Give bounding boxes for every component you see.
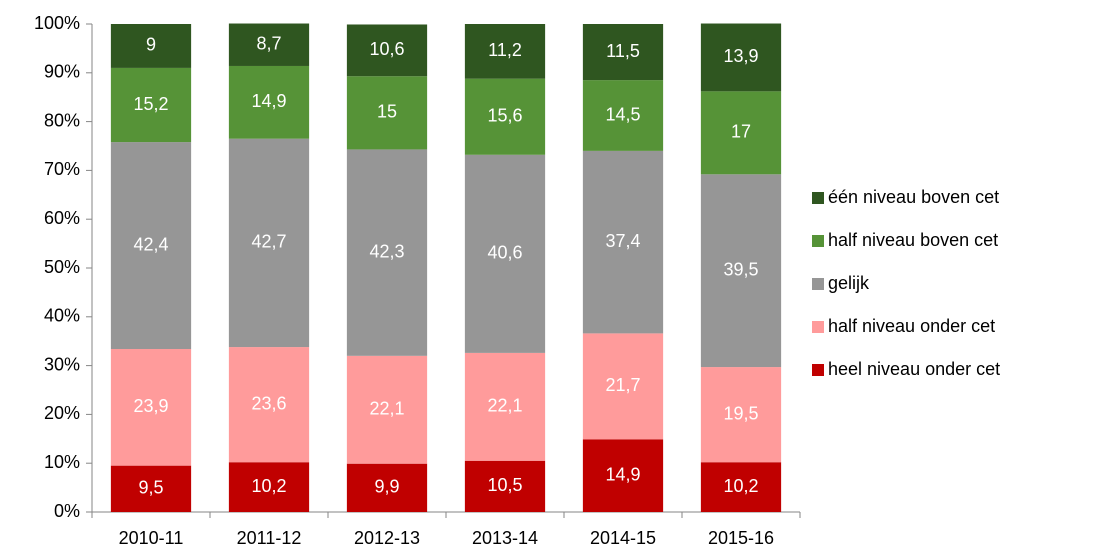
bar-segment (228, 138, 310, 348)
bar-segment (582, 333, 664, 440)
y-tick-label: 100% (34, 13, 80, 33)
legend-swatch (812, 364, 824, 376)
data-label: 42,7 (251, 232, 286, 252)
bar-segment (110, 349, 192, 466)
x-tick-label: 2014-15 (590, 528, 656, 548)
bar-segment (110, 465, 192, 512)
data-label: 10,2 (723, 476, 758, 496)
legend-swatch (812, 278, 824, 290)
data-label: 10,2 (251, 476, 286, 496)
bar-segment (464, 24, 546, 79)
data-label: 14,9 (251, 91, 286, 111)
data-label: 8,7 (256, 33, 281, 53)
legend-label: half niveau onder cet (828, 316, 995, 336)
bar-segment (464, 352, 546, 461)
data-label: 15,6 (487, 105, 522, 125)
bar-segment (464, 154, 546, 353)
x-tick-label: 2013-14 (472, 528, 538, 548)
y-tick-label: 10% (44, 452, 80, 472)
data-label: 22,1 (369, 399, 404, 419)
bar-segment (228, 347, 310, 463)
y-tick-label: 40% (44, 306, 80, 326)
x-tick-label: 2011-12 (237, 528, 302, 548)
y-tick-label: 20% (44, 403, 80, 423)
bar-segment (346, 149, 428, 356)
bar-segment (110, 67, 192, 143)
y-tick-label: 60% (44, 208, 80, 228)
data-label: 13,9 (723, 46, 758, 66)
x-tick-label: 2010-11 (119, 528, 184, 548)
data-label: 14,9 (605, 464, 640, 484)
data-label: 23,9 (133, 396, 168, 416)
data-label: 21,7 (605, 375, 640, 395)
bar-segment (228, 65, 310, 139)
x-tick-label: 2015-16 (708, 528, 774, 548)
data-label: 11,5 (606, 41, 640, 61)
bar-segment (346, 24, 428, 77)
bar-segment (700, 174, 782, 368)
bar-segment (228, 462, 310, 512)
bar-segment (110, 24, 192, 68)
bar-segment (700, 367, 782, 463)
legend-label: half niveau boven cet (828, 230, 998, 250)
data-label: 37,4 (605, 231, 640, 251)
data-label: 14,5 (605, 104, 640, 124)
legend-swatch (812, 321, 824, 333)
data-label: 11,2 (488, 40, 522, 60)
bar-segment (464, 460, 546, 512)
legend-swatch (812, 235, 824, 247)
y-tick-label: 50% (44, 257, 80, 277)
bar-segment (346, 76, 428, 150)
legend-label: heel niveau onder cet (828, 359, 1000, 379)
y-tick-label: 0% (54, 501, 80, 521)
legend-swatch (812, 192, 824, 204)
y-tick-label: 90% (44, 62, 80, 82)
y-tick-label: 80% (44, 110, 80, 130)
legend-label: één niveau boven cet (828, 187, 999, 207)
bar-segment (700, 91, 782, 175)
data-label: 9,5 (138, 478, 163, 498)
bar-segment (228, 23, 310, 66)
bar-segment (110, 142, 192, 350)
bar-segment (582, 439, 664, 512)
x-tick-label: 2012-13 (354, 528, 420, 548)
bar-segment (464, 78, 546, 155)
legend-label: gelijk (828, 273, 870, 293)
data-label: 9,9 (374, 477, 399, 497)
bar-segment (582, 150, 664, 334)
data-label: 39,5 (723, 259, 758, 279)
data-label: 15 (377, 102, 397, 122)
data-label: 42,3 (369, 241, 404, 261)
data-label: 15,2 (133, 94, 168, 114)
bar-segment (700, 23, 782, 92)
bar-segment (346, 355, 428, 464)
data-label: 17 (731, 122, 751, 142)
data-label: 10,5 (487, 475, 522, 495)
data-label: 42,4 (133, 234, 168, 254)
data-label: 19,5 (723, 403, 758, 423)
data-label: 9 (146, 35, 156, 55)
bar-segment (346, 463, 428, 512)
data-label: 40,6 (487, 243, 522, 263)
data-label: 10,6 (369, 39, 404, 59)
bar-segment (582, 24, 664, 81)
bar-segment (582, 80, 664, 151)
bar-segment (700, 462, 782, 512)
data-label: 23,6 (251, 393, 286, 413)
y-tick-label: 70% (44, 159, 80, 179)
y-tick-label: 30% (44, 354, 80, 374)
data-label: 22,1 (487, 396, 522, 416)
